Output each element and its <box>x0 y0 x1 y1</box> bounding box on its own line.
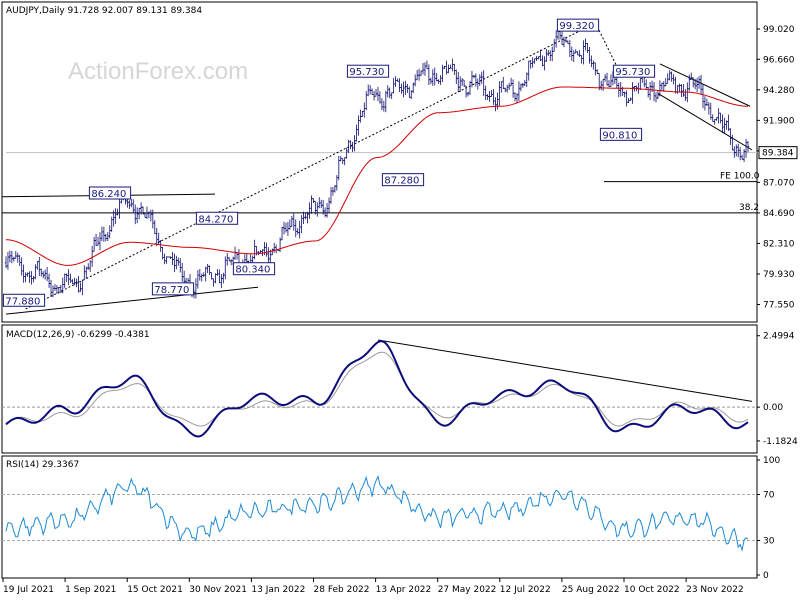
price-panel <box>1 1 758 323</box>
macd-trend-line <box>377 339 753 402</box>
macd-main-line <box>5 340 749 438</box>
price-axis-label: 77.550 <box>763 301 795 311</box>
price-axis-label: 91.900 <box>763 116 795 126</box>
rsi-panel <box>1 455 758 579</box>
dashed-leg-line <box>596 26 620 71</box>
price-axis: 99.02096.66094.28091.90089.52087.07084.6… <box>757 25 798 311</box>
price-axis-label: 84.690 <box>763 209 795 219</box>
rsi-axis-label: 0 <box>763 571 769 581</box>
level-label-box <box>232 262 276 276</box>
macd-axis-label: 2.4994 <box>763 332 795 342</box>
macd-axis: 2.4994 0.00 -1.1824 <box>757 332 798 447</box>
macd-drawing-lines <box>2 339 757 408</box>
level-label: 77.880 <box>5 296 40 307</box>
date-axis-label: 12 Jul 2022 <box>500 585 551 595</box>
level-label: 87.280 <box>384 176 419 187</box>
price-panel-title: AUDJPY,Daily 91.728 92.007 89.131 89.384 <box>6 6 202 16</box>
price-bars <box>4 25 750 299</box>
level-label-box <box>2 293 46 307</box>
level-label-box <box>599 127 643 141</box>
date-axis-label: 30 Nov 2021 <box>189 585 247 595</box>
current-price-label: 89.384 <box>762 149 794 159</box>
rsi-axis: 100 70 30 0 <box>757 456 780 581</box>
level-label: 78.770 <box>154 285 189 296</box>
rsi-line <box>5 474 749 552</box>
level-label-box <box>151 282 195 296</box>
level-label: 95.730 <box>349 67 384 78</box>
current-price-box <box>758 146 798 160</box>
price-axis-label: 79.930 <box>763 270 795 280</box>
macd-axis-label: -1.1824 <box>763 437 798 447</box>
macd-panel <box>1 324 758 454</box>
date-axis: 19 Jul 2021 1 Sep 2021 15 Oct 2021 30 Nov 2… <box>2 578 744 595</box>
level-label: 90.810 <box>602 130 637 141</box>
level-label-box <box>612 64 656 78</box>
rsi-axis-label: 100 <box>763 456 780 466</box>
level-label: 95.730 <box>615 67 650 78</box>
lower-range-line <box>5 286 259 315</box>
level-label: 99.320 <box>559 21 594 32</box>
fib-38-label: 38.2 <box>739 203 759 213</box>
macd-axis-label: 0.00 <box>763 403 783 413</box>
level-label-box <box>195 211 239 225</box>
level-label-box <box>381 173 425 187</box>
channel-bottom-line <box>657 92 753 151</box>
price-bar <box>746 140 750 153</box>
rsi-panel-title: RSI(14) 29.3367 <box>6 460 79 470</box>
moving-average-line <box>5 86 749 266</box>
price-level-labels: 99.320 95.730 95.730 90.810 87.280 86.240 84.2… <box>2 18 656 307</box>
level-label-box <box>88 186 132 200</box>
watermark: ActionForex.com <box>68 58 248 85</box>
date-axis-label: 15 Oct 2021 <box>127 585 183 595</box>
macd-signal-line <box>5 351 749 427</box>
price-axis-label: 99.020 <box>763 25 795 35</box>
date-axis-label: 1 Sep 2021 <box>65 585 116 595</box>
dashed-trend-line <box>25 23 594 310</box>
level-label: 80.340 <box>235 265 270 276</box>
date-axis-label: 10 Oct 2022 <box>624 585 680 595</box>
price-axis-label: 82.310 <box>763 239 795 249</box>
date-axis-label: 28 Feb 2022 <box>314 585 370 595</box>
level-label: 86.240 <box>91 189 126 200</box>
macd-panel-title: MACD(12,26,9) -0.6299 -0.4381 <box>6 330 150 340</box>
price-axis-label: 94.280 <box>763 86 795 96</box>
price-axis-label: 87.070 <box>763 178 795 188</box>
price-axis-label: 96.660 <box>763 55 795 65</box>
channel-top-line <box>659 63 751 107</box>
date-axis-label: 13 Apr 2022 <box>376 585 432 595</box>
date-axis-label: 13 Jan 2022 <box>251 585 305 595</box>
rsi-axis-label: 30 <box>763 537 775 547</box>
rsi-levels <box>2 494 757 541</box>
date-axis-label: 27 May 2022 <box>438 585 497 595</box>
fe-100-label: FE 100.0 <box>720 172 760 182</box>
price-drawing-lines: 38.2 FE 100.0 <box>1 23 760 315</box>
date-axis-label: 25 Aug 2022 <box>562 585 620 595</box>
rsi-axis-label: 70 <box>763 491 775 501</box>
date-axis-label: 19 Jul 2021 <box>3 585 54 595</box>
level-label-box <box>556 18 600 32</box>
date-axis-label: 23 Nov 2022 <box>686 585 744 595</box>
level-label-box <box>346 64 390 78</box>
level-label: 84.270 <box>198 214 233 225</box>
